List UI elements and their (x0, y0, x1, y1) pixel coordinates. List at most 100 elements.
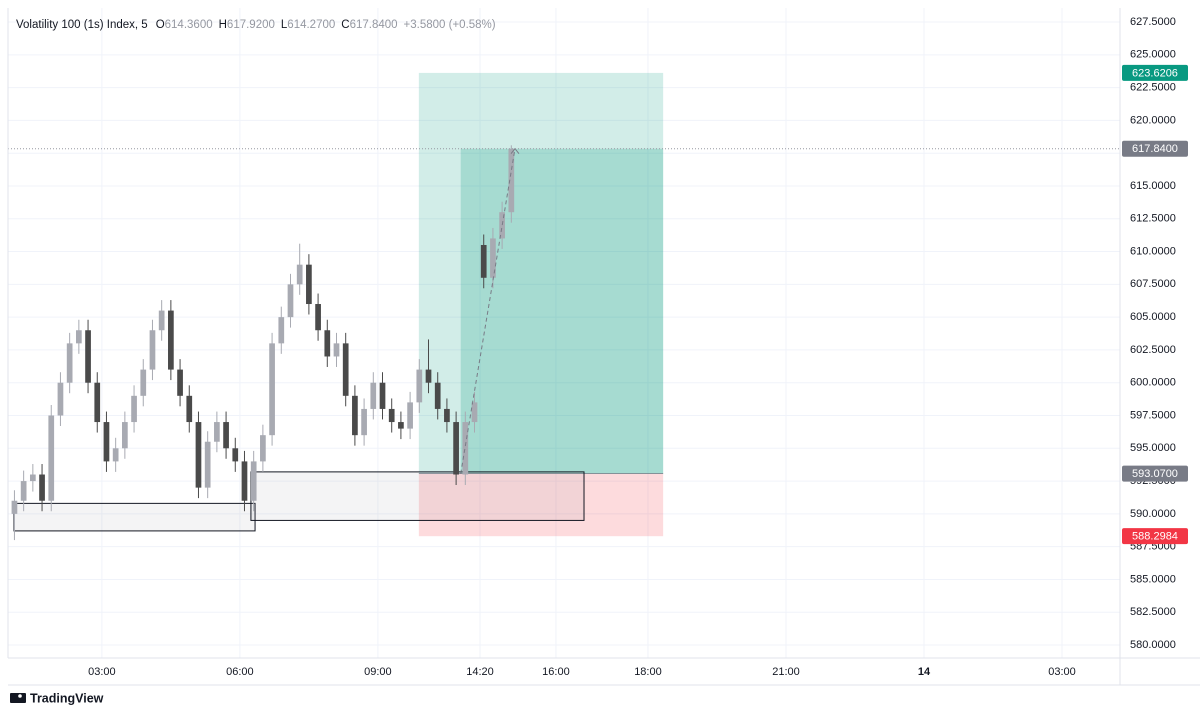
candle-body (444, 408, 450, 423)
candle-body (140, 369, 147, 396)
candle-body (278, 317, 285, 344)
x-tick-label: 16:00 (542, 666, 570, 678)
candle-body (149, 330, 156, 370)
field-key: H (219, 19, 227, 31)
candle-body (75, 330, 82, 344)
candle-body (388, 408, 395, 423)
brand-logo (10, 693, 26, 703)
candle-body (416, 369, 423, 403)
field-value: 617.9200 (227, 19, 275, 31)
candle-body (361, 408, 367, 436)
candle-body (214, 422, 220, 442)
price-label-bg (1122, 465, 1188, 482)
field-key: L (281, 19, 288, 31)
symbol: Volatility 100 (1s) Index, 5 (16, 19, 148, 31)
y-tick-label: 597.5000 (1130, 409, 1176, 421)
field-value: 614.2700 (287, 19, 335, 31)
y-tick-label: 607.5000 (1130, 278, 1176, 290)
price-label: 588.2984 (1132, 531, 1178, 543)
field-key: O (156, 19, 165, 31)
candle-body (508, 148, 515, 213)
candle-body (158, 310, 165, 331)
stop-zone (418, 473, 664, 537)
field-key: C (341, 19, 349, 31)
candle-body (195, 422, 202, 488)
candle-body (379, 382, 386, 409)
zone-box (13, 502, 256, 532)
overlay (8, 147, 1120, 474)
y-tick-label: 602.5000 (1130, 344, 1176, 356)
candle-body (425, 369, 432, 383)
candle-body (260, 435, 266, 462)
candle-body (57, 382, 64, 416)
candle-body (453, 422, 459, 475)
price-label: 593.0700 (1132, 468, 1178, 480)
y-tick-label: 595.0000 (1130, 442, 1176, 454)
x-tick-label: 18:00 (634, 666, 662, 678)
candle-body (48, 415, 55, 501)
y-tick-label: 627.5000 (1130, 16, 1176, 28)
y-tick-label: 600.0000 (1130, 377, 1176, 389)
candle-body (122, 422, 128, 449)
x-tick-label: 09:00 (364, 666, 392, 678)
candle-body (352, 395, 358, 436)
candle-body (11, 500, 18, 514)
y-tick-label: 620.0000 (1130, 114, 1176, 126)
price-label-bg (1122, 528, 1188, 545)
y-tick-label: 612.5000 (1130, 213, 1176, 225)
y-tick-label: 605.0000 (1130, 311, 1176, 323)
y-tick-label: 625.0000 (1130, 49, 1176, 61)
trade-path (460, 148, 516, 474)
y-tick-label: 580.0000 (1130, 639, 1176, 651)
candle-body (398, 422, 404, 429)
zone-box (250, 471, 585, 521)
zones (13, 72, 664, 537)
candle-body (112, 448, 119, 462)
candle-body (499, 212, 505, 239)
candle-body (333, 343, 340, 357)
x-tick-label: 14 (918, 666, 931, 678)
profit-zone (418, 72, 664, 474)
candle-body (223, 422, 229, 449)
x-tick-label: 21:00 (772, 666, 800, 678)
y-tick-label: 582.5000 (1130, 606, 1176, 618)
y-tick-label: 590.0000 (1130, 508, 1176, 520)
y-tick-label: 615.0000 (1130, 180, 1176, 192)
open-profit (460, 148, 664, 474)
candle-body (66, 343, 73, 383)
candle-body (39, 474, 45, 501)
brand: TradingView (10, 691, 104, 705)
price-label: 617.8400 (1132, 143, 1178, 155)
change: +3.5800 (+0.58%) (404, 19, 496, 31)
candle-body (462, 422, 469, 475)
candle-body (232, 448, 239, 462)
candle-body (177, 369, 183, 396)
y-tick-label: 585.0000 (1130, 573, 1176, 585)
field-value: 614.3600 (165, 19, 213, 31)
brand-name: TradingView (30, 691, 104, 705)
x-tick-label: 03:00 (88, 666, 116, 678)
legend-header: Volatility 100 (1s) Index, 5 O614.3600 H61… (16, 19, 496, 31)
candle-body (306, 264, 312, 305)
candle-body (85, 330, 91, 383)
candle-body (94, 382, 101, 423)
candle-body (29, 474, 36, 482)
grid (8, 8, 1120, 658)
y-tick-label: 610.0000 (1130, 245, 1176, 257)
candle-body (434, 382, 441, 409)
candle-body (407, 402, 413, 429)
x-tick-label: 06:00 (226, 666, 254, 678)
candles (11, 145, 515, 541)
candle-body (480, 244, 487, 278)
price-label-bg (1122, 140, 1188, 157)
candle-body (490, 238, 496, 278)
candle-body (315, 304, 321, 331)
candle-body (342, 343, 349, 396)
candle-body (471, 402, 478, 423)
candle-body (20, 481, 27, 501)
price-label-bg (1122, 64, 1188, 81)
field-value: 617.8400 (350, 19, 398, 31)
candle-body (204, 441, 211, 488)
